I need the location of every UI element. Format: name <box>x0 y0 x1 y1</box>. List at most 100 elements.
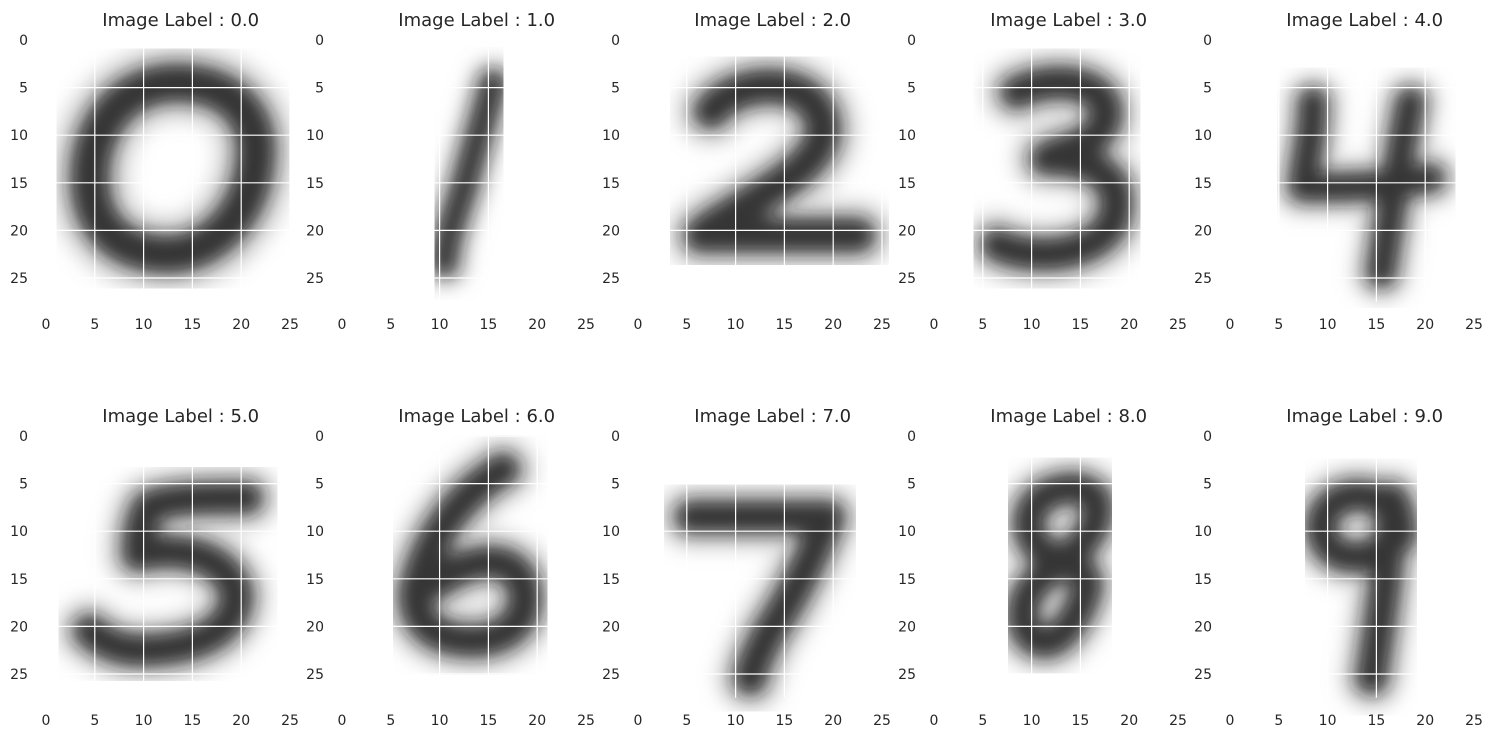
y-tick-label: 20 <box>10 223 28 239</box>
panel-title: Image Label : 8.0 <box>990 406 1147 427</box>
x-tick-label: 20 <box>232 713 250 729</box>
y-tick-label: 10 <box>898 524 916 540</box>
x-tick-label: 15 <box>183 713 201 729</box>
digit-panel-8: Image Label : 8.0 0 5 10 15 20 25 0 5 10 15 20 25 <box>898 406 1203 729</box>
digit-panel-3: Image Label : 3.0 0 5 10 15 20 25 0 5 10 15 20 25 <box>898 10 1203 333</box>
x-tick-label: 15 <box>479 713 497 729</box>
y-tick-label: 10 <box>1194 524 1212 540</box>
x-tick-label: 10 <box>1023 713 1041 729</box>
y-tick-label: 20 <box>602 619 620 635</box>
digit-image-5 <box>54 463 282 685</box>
x-tick-label: 10 <box>135 317 153 333</box>
y-tick-label: 15 <box>10 572 28 588</box>
panel-title: Image Label : 7.0 <box>694 406 851 427</box>
y-tick-label: 5 <box>315 81 324 97</box>
y-tick-label: 5 <box>907 81 916 97</box>
y-tick-label: 25 <box>602 271 620 287</box>
y-tick-label: 0 <box>611 429 620 445</box>
x-tick-label: 25 <box>873 317 891 333</box>
panel-title: Image Label : 3.0 <box>990 10 1147 31</box>
y-tick-label: 0 <box>611 33 620 49</box>
y-tick-label: 0 <box>1203 33 1212 49</box>
y-tick-label: 25 <box>1194 667 1212 683</box>
y-tick-label: 25 <box>306 271 324 287</box>
y-tick-label: 0 <box>907 429 916 445</box>
y-tick-label: 25 <box>1194 271 1212 287</box>
x-tick-label: 0 <box>1226 713 1235 729</box>
y-tick-label: 25 <box>898 271 916 287</box>
x-tick-label: 10 <box>727 317 745 333</box>
digit-stroke <box>397 452 543 658</box>
y-tick-label: 15 <box>306 572 324 588</box>
x-tick-label: 0 <box>1226 317 1235 333</box>
x-tick-label: 5 <box>682 317 691 333</box>
x-tick-label: 25 <box>873 713 891 729</box>
digit-stroke <box>72 480 264 668</box>
y-tick-label: 15 <box>1194 176 1212 192</box>
x-tick-label: 25 <box>1465 713 1483 729</box>
digit-stroke <box>1287 86 1446 289</box>
y-tick-label: 5 <box>315 477 324 493</box>
x-tick-label: 15 <box>1367 713 1385 729</box>
x-tick-label: 20 <box>1120 317 1138 333</box>
digit-panel-6: Image Label : 6.0 0 5 10 15 20 25 0 5 10 15 20 25 <box>306 406 611 729</box>
x-tick-label: 5 <box>978 317 987 333</box>
y-tick-label: 5 <box>611 477 620 493</box>
panel-title: Image Label : 0.0 <box>102 10 259 31</box>
x-tick-label: 0 <box>634 317 643 333</box>
y-tick-label: 15 <box>898 572 916 588</box>
digit-panel-9: Image Label : 9.0 0 5 10 15 20 25 0 5 10 15 20 25 <box>1194 406 1490 729</box>
x-tick-label: 5 <box>386 713 395 729</box>
y-tick-label: 5 <box>19 81 28 97</box>
y-tick-label: 15 <box>10 176 28 192</box>
y-tick-label: 15 <box>602 572 620 588</box>
y-tick-label: 10 <box>306 524 324 540</box>
digit-stroke <box>430 69 507 278</box>
y-tick-label: 5 <box>1203 477 1212 493</box>
panel-title: Image Label : 1.0 <box>398 10 555 31</box>
x-tick-label: 25 <box>1465 317 1483 333</box>
y-tick-label: 10 <box>10 128 28 144</box>
y-tick-label: 20 <box>10 619 28 635</box>
digit-image-0 <box>48 42 297 295</box>
y-tick-label: 0 <box>907 33 916 49</box>
y-tick-label: 20 <box>1194 619 1212 635</box>
digit-stroke <box>1006 472 1114 659</box>
x-tick-label: 15 <box>775 317 793 333</box>
y-tick-label: 15 <box>1194 572 1212 588</box>
panel-title: Image Label : 2.0 <box>694 10 851 31</box>
x-tick-label: 5 <box>978 713 987 729</box>
digit-image-9 <box>1288 463 1434 712</box>
panel-title: Image Label : 4.0 <box>1286 10 1443 31</box>
x-tick-label: 20 <box>1120 713 1138 729</box>
x-tick-label: 10 <box>1319 317 1337 333</box>
digit-stroke <box>69 62 277 275</box>
panel-title: Image Label : 9.0 <box>1286 406 1443 427</box>
y-tick-label: 15 <box>306 176 324 192</box>
x-tick-label: 25 <box>577 317 595 333</box>
digit-image-3 <box>962 48 1152 289</box>
digit-panel-5: Image Label : 5.0 0 5 10 15 20 25 0 5 10 15 20 25 <box>10 406 315 729</box>
y-tick-label: 0 <box>19 429 28 445</box>
x-tick-label: 20 <box>824 317 842 333</box>
x-tick-label: 10 <box>727 713 745 729</box>
y-tick-label: 20 <box>306 619 324 635</box>
y-tick-label: 5 <box>1203 81 1212 97</box>
x-tick-label: 5 <box>90 317 99 333</box>
digit-stroke <box>979 65 1134 272</box>
x-tick-label: 5 <box>386 317 395 333</box>
x-tick-label: 25 <box>281 713 299 729</box>
y-tick-label: 0 <box>315 33 324 49</box>
x-tick-label: 15 <box>1071 317 1089 333</box>
y-tick-label: 10 <box>10 524 28 540</box>
x-tick-label: 10 <box>135 713 153 729</box>
y-tick-label: 25 <box>10 271 28 287</box>
y-tick-label: 10 <box>1194 128 1212 144</box>
x-tick-label: 10 <box>431 713 449 729</box>
x-tick-label: 20 <box>528 317 546 333</box>
digit-image-4 <box>1271 71 1462 304</box>
x-tick-label: 25 <box>577 713 595 729</box>
x-tick-label: 5 <box>1274 317 1283 333</box>
y-tick-label: 10 <box>602 128 620 144</box>
